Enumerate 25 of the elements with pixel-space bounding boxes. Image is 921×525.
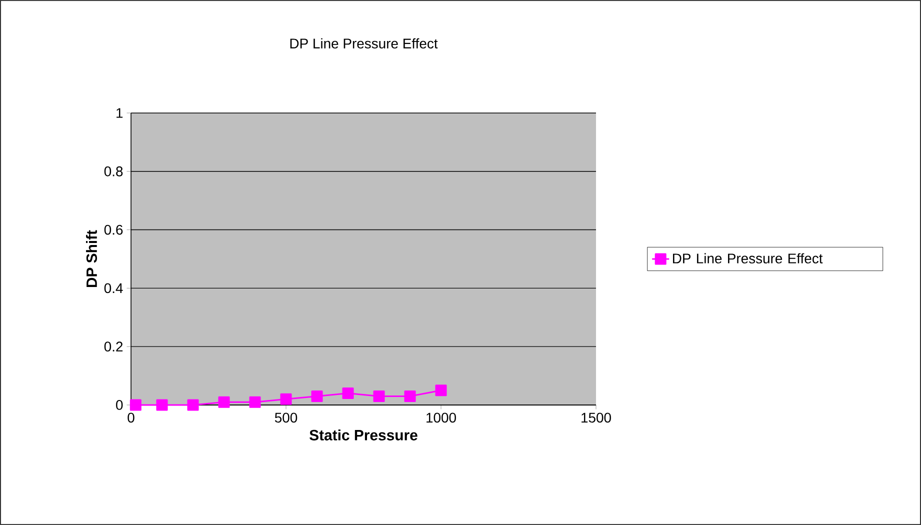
point — [156, 399, 168, 411]
legend-label: DP Line Pressure Effect — [673, 253, 823, 264]
x-tick-label: 0 — [128, 412, 134, 423]
point — [342, 388, 354, 400]
x-axis-title: Static Pressure — [310, 429, 418, 440]
point — [311, 390, 323, 402]
x-tick-label: 500 — [274, 412, 298, 423]
point — [404, 390, 416, 402]
point — [435, 384, 447, 396]
y-tick-label: 0.2 — [104, 342, 123, 352]
chart-title: DP Line Pressure Effect — [290, 38, 438, 48]
y-tick-label: 0.8 — [104, 166, 123, 176]
y-axis-title: DP Shift — [86, 230, 98, 288]
point — [218, 396, 230, 408]
y-tick-label: 0 — [116, 400, 123, 410]
y-tick-label: 1 — [116, 108, 123, 118]
x-tick-label: 1500 — [582, 412, 611, 423]
point — [130, 399, 142, 411]
point — [249, 396, 261, 408]
point — [187, 399, 199, 411]
y-tick-label: 0.4 — [104, 283, 123, 294]
x-tick-label: 1000 — [426, 412, 456, 423]
y-tick-label: 0.6 — [104, 224, 123, 235]
point — [280, 393, 292, 405]
point — [373, 390, 385, 402]
